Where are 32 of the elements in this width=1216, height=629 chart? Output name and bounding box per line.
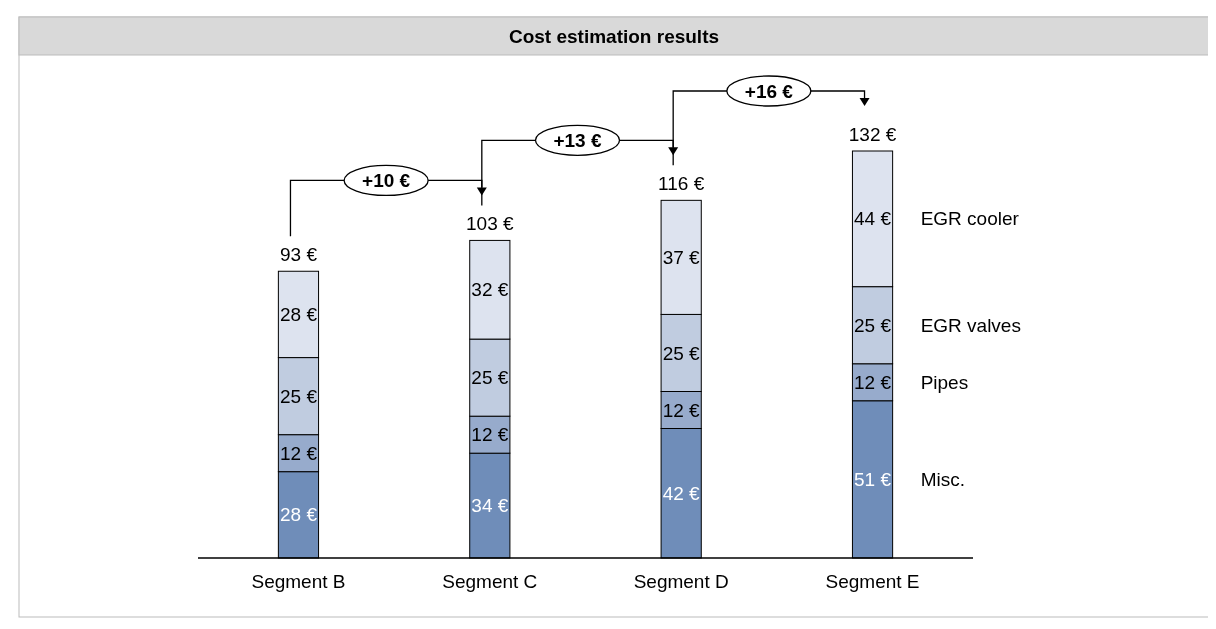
total-label: 93 € [279,244,318,266]
data-label: 12 € [471,424,509,446]
total-label: 132 € [848,124,897,145]
series-label: Misc. [920,469,965,491]
total-label: 103 € [466,213,515,235]
data-label: 25 € [279,385,318,407]
x-tick-label: Segment B [251,571,346,592]
data-label: 32 € [471,279,509,301]
data-label: 37 € [662,247,701,269]
text: +13 € [553,129,602,151]
text: +16 € [744,80,794,102]
series-label: EGR cooler [920,208,1020,230]
data-label: 42 € [662,482,701,504]
x-tick-label: Segment E [825,571,920,592]
data-label: 44 € [854,208,892,230]
data-label: 12 € [279,442,318,464]
chart-title: Cost estimation results [508,25,720,47]
x-tick-label: Segment D [633,571,729,592]
data-label: 12 € [854,371,892,393]
data-label: 25 € [662,342,701,364]
data-label: 51 € [854,469,892,491]
data-label: 25 € [854,314,892,336]
annotation: +10 € [362,170,411,192]
data-label: 34 € [471,495,509,517]
data-label: 28 € [279,504,318,526]
x-tick-label: Segment C [442,571,538,592]
series-label: Pipes [920,371,969,393]
data-label: 28 € [279,304,318,326]
data-label: 12 € [662,399,701,421]
total-label: 116 € [658,173,705,195]
series-label: EGR valves [920,314,1021,336]
data-label: 25 € [471,367,509,389]
